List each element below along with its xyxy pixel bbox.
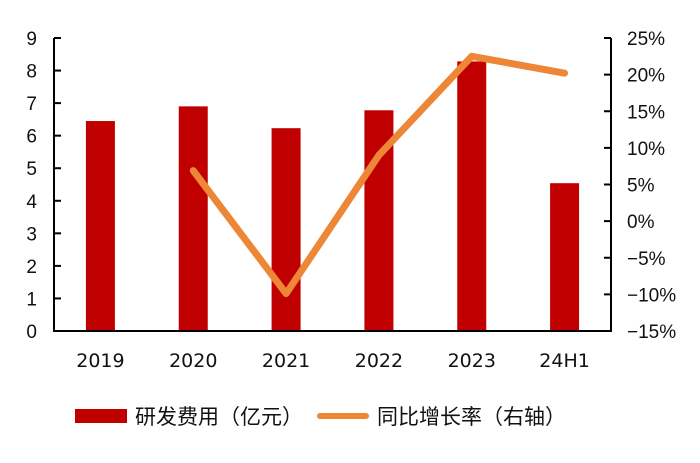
x-tick-label: 2022: [355, 350, 403, 372]
legend-item-rd-expense: 研发费用（亿元）: [75, 401, 303, 431]
right-tick-label: 25%: [627, 29, 665, 50]
right-y-axis: −15% −10% −5% 0% 5% 10% 15% 20% 25%: [604, 29, 676, 343]
left-y-axis: 0 1 2 3 4 5 6 7 8 9: [26, 29, 61, 343]
right-tick-label: 10%: [627, 139, 665, 160]
x-axis: 2019 2020 2021 2022 2023 24H1: [53, 330, 612, 372]
right-tick-label: −15%: [627, 322, 676, 343]
left-tick-label: 3: [26, 224, 37, 245]
bar-2023: [457, 61, 487, 331]
left-tick-label: 4: [26, 192, 37, 213]
x-tick-label: 2023: [448, 350, 496, 372]
bar-2019: [85, 121, 115, 332]
right-tick-label: 0%: [627, 212, 655, 233]
bar-swatch-icon: [75, 409, 127, 423]
bar-2021: [271, 128, 301, 331]
x-tick-label: 24H1: [539, 350, 590, 372]
legend-item-growth-rate: 同比增长率（右轴）: [317, 401, 566, 431]
left-tick-label: 8: [26, 62, 37, 83]
left-tick-label: 9: [26, 29, 37, 50]
line-swatch-icon: [317, 413, 369, 419]
left-tick-label: 7: [26, 94, 37, 115]
x-tick-label: 2019: [76, 350, 124, 372]
bar-2020: [178, 106, 208, 331]
legend-label-growth-rate: 同比增长率（右轴）: [377, 405, 566, 429]
left-tick-label: 6: [26, 127, 37, 148]
right-tick-label: 15%: [627, 102, 665, 123]
x-tick-label: 2020: [169, 350, 217, 372]
legend-label-rd-expense: 研发费用（亿元）: [135, 405, 303, 429]
right-tick-label: 20%: [627, 66, 665, 87]
left-tick-label: 2: [26, 257, 37, 278]
left-tick-label: 0: [26, 322, 37, 343]
growth-rate-line: [189, 52, 569, 298]
line-series: [189, 52, 569, 298]
legend: 研发费用（亿元） 同比增长率（右轴）: [75, 400, 580, 432]
x-tick-label: 2021: [262, 350, 310, 372]
left-tick-label: 5: [26, 159, 37, 180]
left-tick-label: 1: [26, 289, 37, 310]
bar-series: [85, 61, 580, 332]
right-tick-label: −10%: [627, 285, 676, 306]
right-tick-label: −5%: [627, 249, 666, 270]
right-tick-label: 5%: [627, 176, 655, 197]
bar-24H1: [550, 183, 580, 331]
